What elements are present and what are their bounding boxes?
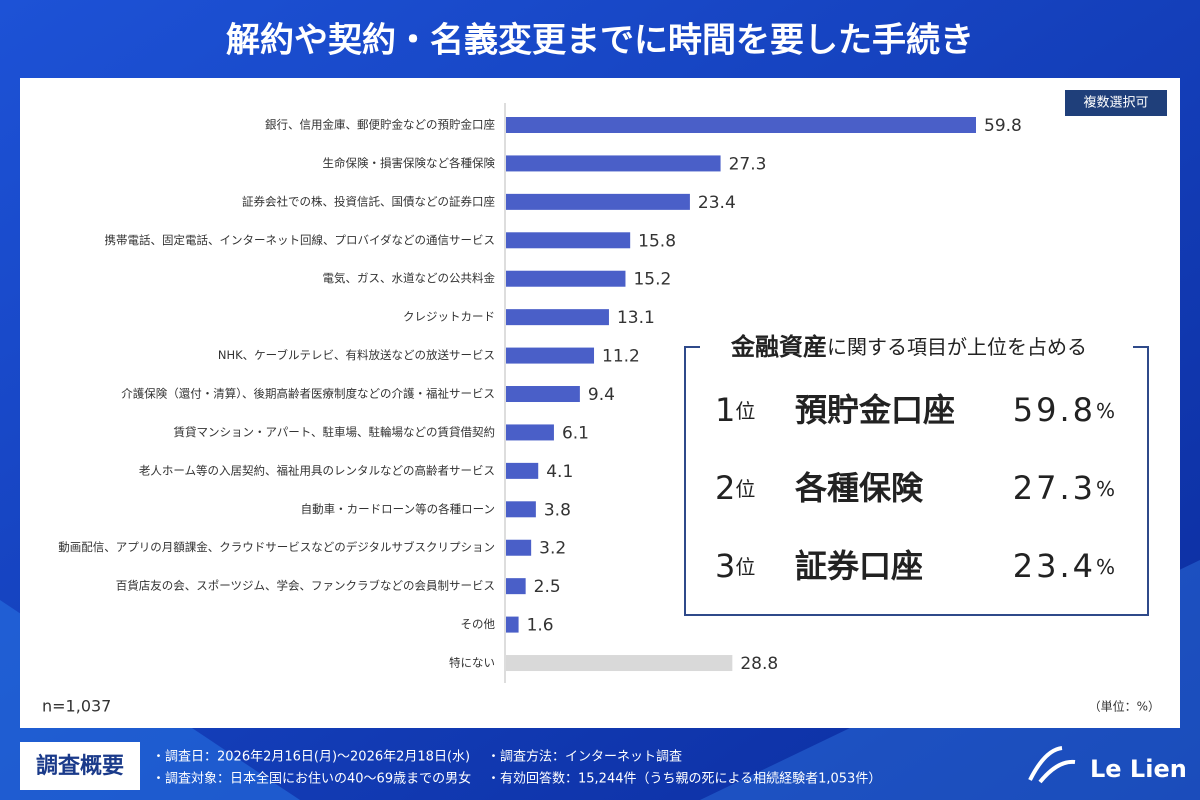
rank-value-number: 27.3 [1013,469,1096,507]
value-label: 59.8 [984,116,1022,136]
footer-item: ・調査方法：インターネット調査 [487,749,682,765]
rank: 1位 [715,391,755,429]
rank-value: 59.8% [1013,391,1118,429]
value-label: 13.1 [617,308,655,328]
rank-unit: % [1096,477,1118,501]
value-label: 15.8 [638,231,676,251]
bar [506,232,631,249]
category-label: 証券会社での株、投資信託、国債などの証券口座 [242,194,495,208]
value-label: 3.2 [539,539,566,559]
bar [506,501,536,518]
rank-number: 3 [715,547,735,585]
bar [506,616,519,633]
unit-note: （単位：%） [1089,699,1160,714]
rank-item: 証券口座 [795,547,923,585]
value-label: 1.6 [527,616,554,636]
rank-number: 2 [715,469,735,507]
badge-box [1065,90,1167,116]
footer-item: ・調査対象：日本全国にお住いの40～69歳までの男女 [152,771,471,787]
category-label: クレジットカード [403,310,495,324]
bar [506,270,626,287]
bar [506,155,721,172]
badge: 複数選択可 [1083,95,1148,111]
category-label: 特にない [449,656,495,670]
category-label: 百貨店友の会、スポーツジム、学会、ファンクラブなどの会員制サービス [116,579,495,593]
category-label: 自動車・カードローン等の各種ローン [301,502,495,516]
value-label: 9.4 [588,385,615,405]
footer-item: ・有効回答数：15,244件（うち親の死による相続経験者1,053件） [487,771,881,787]
title: 解約や契約・名義変更までに時間を要した手続き [226,21,974,61]
bar [506,347,595,364]
category-label: 賃貸マンション・アパート、駐車場、駐輪場などの賃貸借契約 [173,425,495,439]
footer-label: 調査概要 [36,753,124,779]
category-label: 生命保険・損害保険など各種保険 [323,156,496,170]
sample-size: n=1,037 [42,697,111,716]
logo-mark [1028,746,1076,784]
category-label: 動画配信、アプリの月額課金、クラウドサービスなどのデジタルサブスクリプション [58,540,495,554]
bar [506,462,539,479]
bar [506,539,532,556]
rank-item: 預貯金口座 [795,391,955,429]
value-label: 3.8 [544,500,571,520]
bar [506,578,526,595]
rank-suffix: 位 [735,477,755,501]
rank-suffix: 位 [735,399,755,423]
footer-label-box [20,742,140,790]
bar [506,386,580,403]
callout-frame [684,346,1149,616]
bar [506,655,733,672]
rank: 2位 [715,469,755,507]
bar [506,193,690,210]
category-label: その他 [461,617,496,631]
bar [506,424,554,441]
rank-unit: % [1096,399,1118,423]
heading-emph: 金融資産 [730,333,827,361]
category-label: 携帯電話、固定電話、インターネット回線、プロバイダなどの通信サービス [104,233,495,247]
callout-heading: 金融資産に関する項目が上位を占める [730,333,1087,361]
value-label: 11.2 [602,347,640,367]
category-label: 電気、ガス、水道などの公共料金 [323,271,496,285]
rank-value-number: 23.4 [1013,547,1096,585]
value-label: 27.3 [729,154,767,174]
category-label: 介護保険（還付・清算）、後期高齢者医療制度などの介護・福祉サービス [121,387,495,401]
value-label: 6.1 [562,423,589,443]
rank-value: 27.3% [1013,469,1118,507]
heading-rest: に関する項目が上位を占める [827,335,1087,359]
footer-item: ・調査日：2026年2月16日(月)～2026年2月18日(水) [152,750,470,765]
category-label: 老人ホーム等の入居契約、福祉用具のレンタルなどの高齢者サービス [139,463,495,477]
rank-value-number: 59.8 [1013,391,1096,429]
bar [506,309,609,326]
rank-unit: % [1096,555,1118,579]
value-label: 23.4 [698,193,736,213]
category-label: NHK、ケーブルテレビ、有料放送などの放送サービス [218,348,495,362]
value-label: 28.8 [740,654,778,674]
logo: Le Lien [1090,755,1187,783]
rank-suffix: 位 [735,555,755,579]
rank-item: 各種保険 [795,469,924,507]
rank: 3位 [715,547,755,585]
rank-value: 23.4% [1013,547,1118,585]
value-label: 2.5 [534,577,561,597]
value-label: 4.1 [546,462,573,482]
value-label: 15.2 [633,270,671,290]
category-label: 銀行、信用金庫、郵便貯金などの預貯金口座 [265,118,495,132]
panel [20,78,1180,728]
bar [506,117,976,133]
rank-number: 1 [715,391,735,429]
